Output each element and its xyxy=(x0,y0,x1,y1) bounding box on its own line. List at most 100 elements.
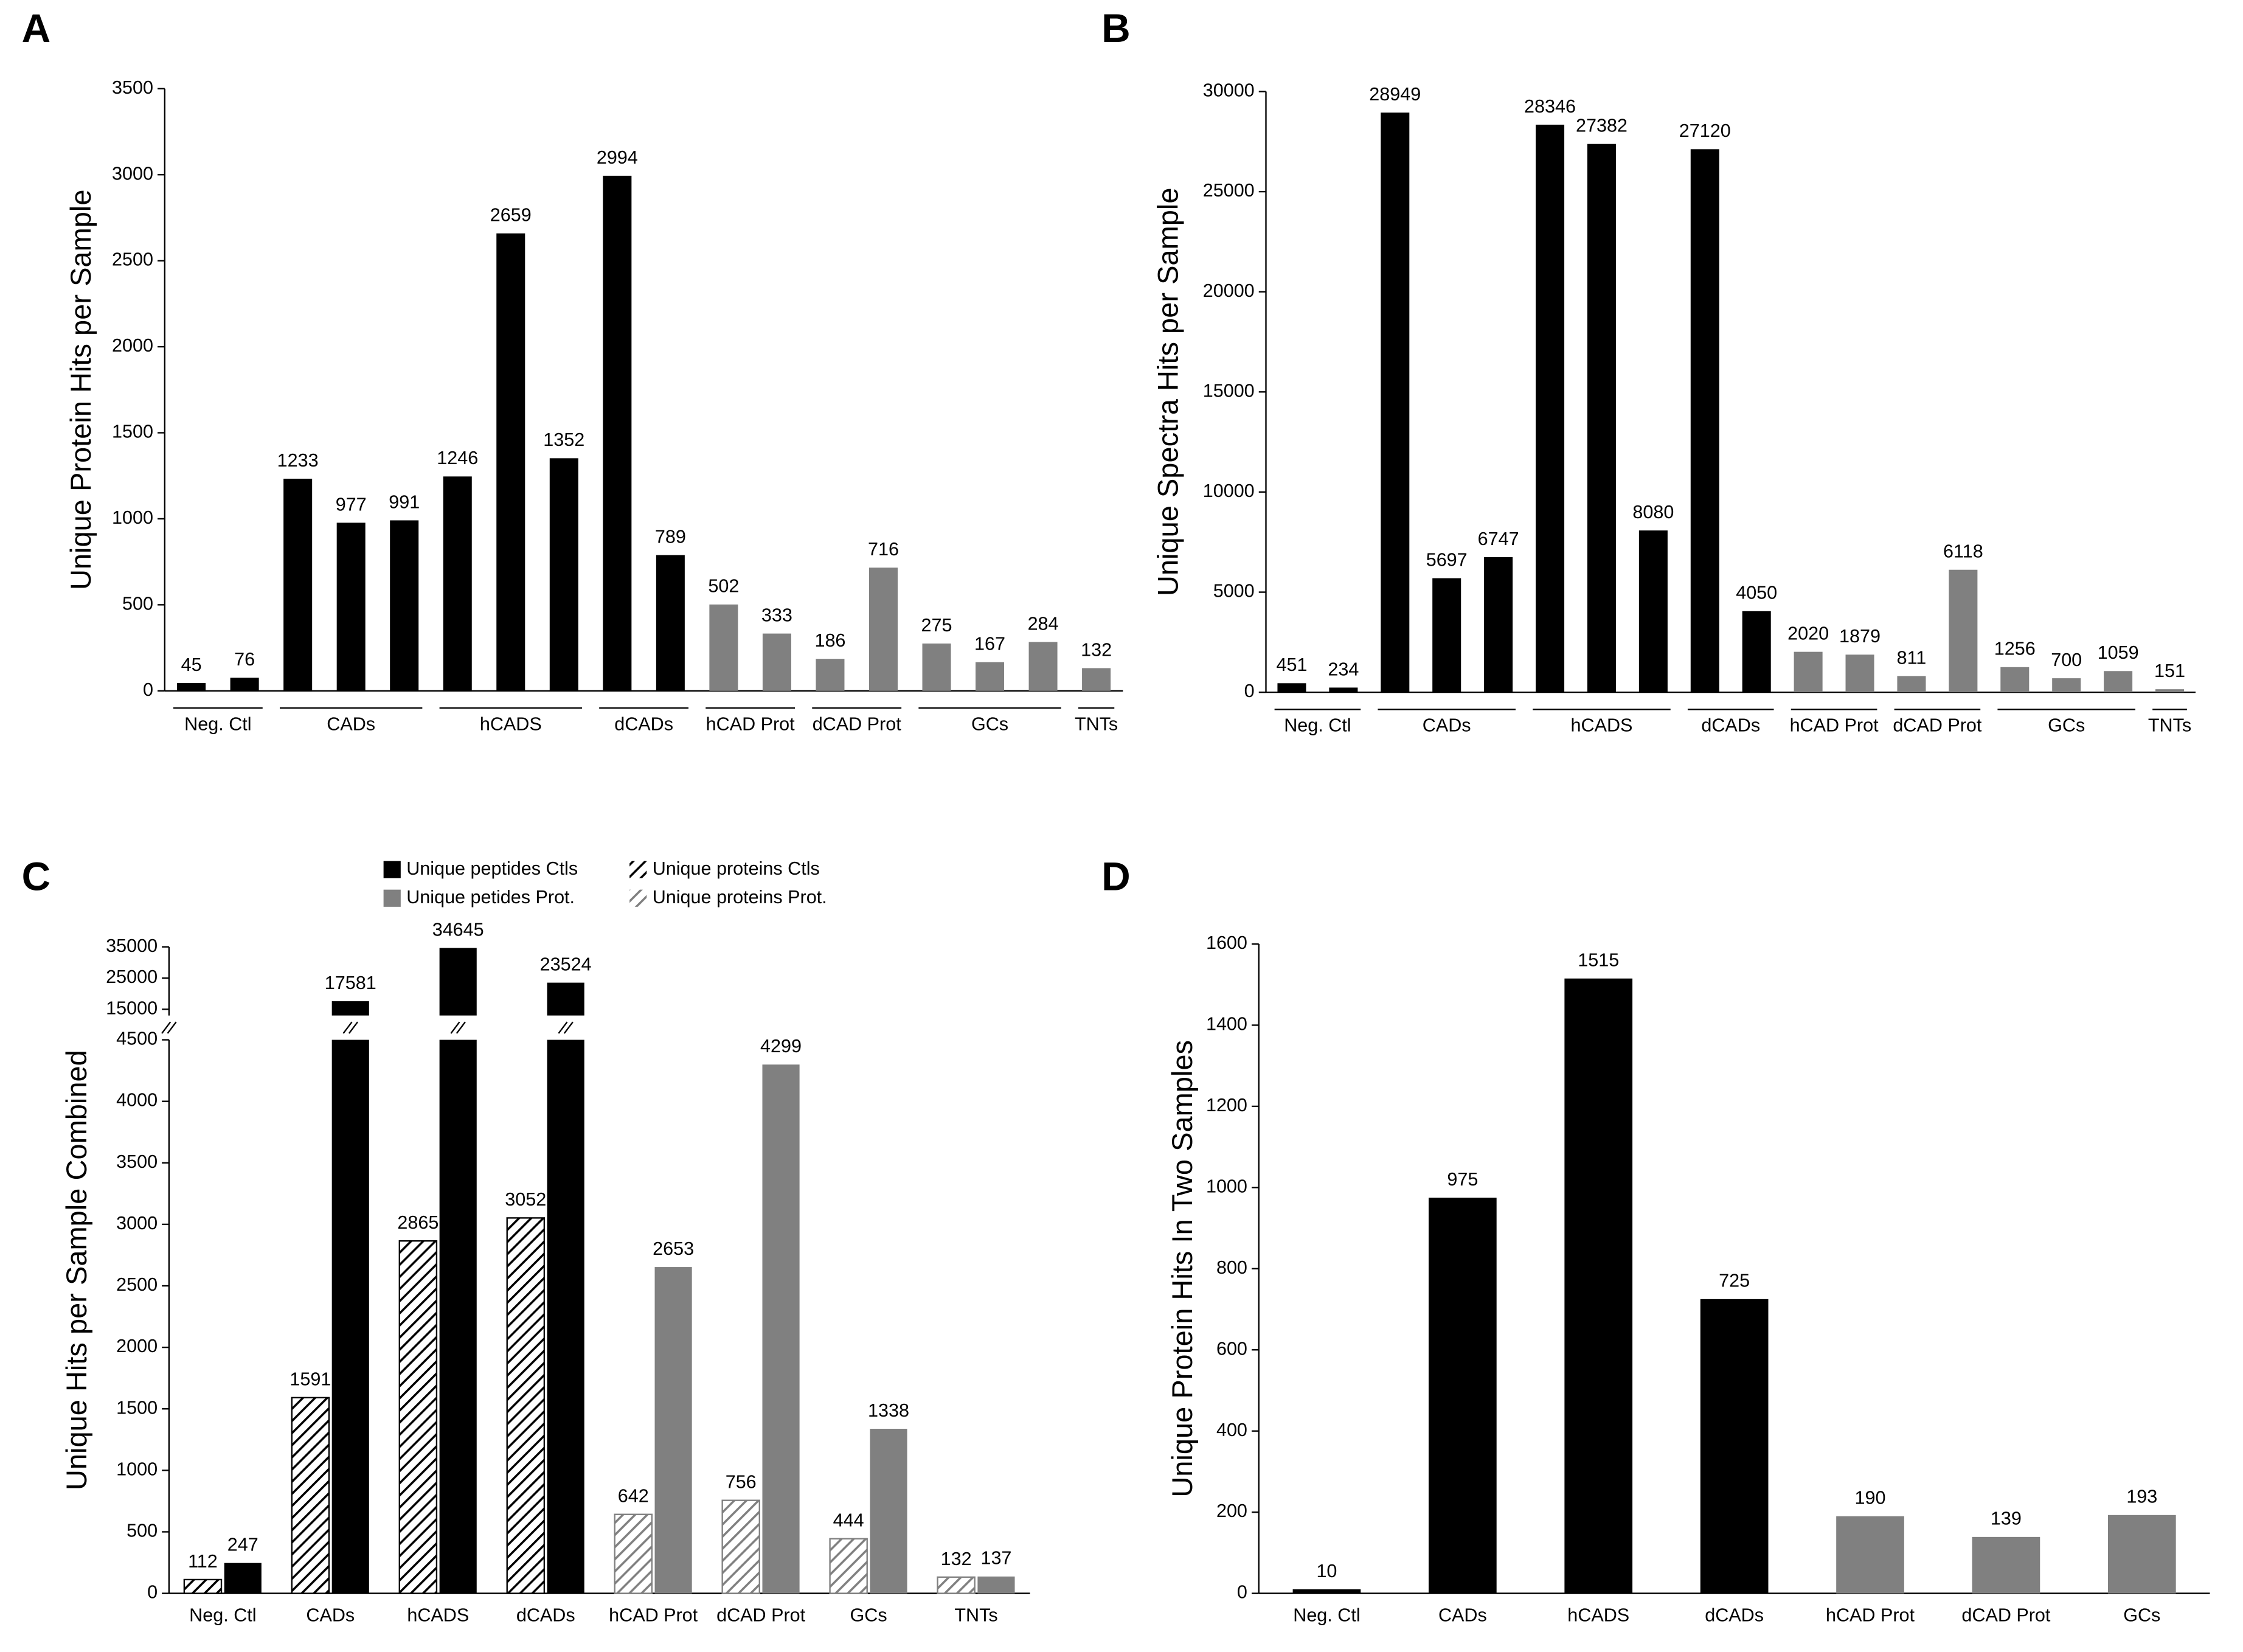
value-label: 6747 xyxy=(1478,529,1519,549)
break-mark xyxy=(348,1021,358,1034)
bar xyxy=(709,604,738,691)
value-label: 8080 xyxy=(1632,502,1674,522)
x-tick-label: dCADs xyxy=(1705,1605,1764,1625)
y-tick-label: 4000 xyxy=(116,1090,158,1111)
bar xyxy=(1700,1299,1769,1594)
value-label: 1233 xyxy=(277,450,319,471)
y-tick-label: 5000 xyxy=(1213,581,1255,602)
bar xyxy=(1836,1516,1904,1594)
value-label: 27120 xyxy=(1679,120,1731,141)
value-label: 151 xyxy=(2154,661,2185,681)
y-axis-title: Unique Protein Hits In Two Samples xyxy=(1166,1040,1198,1498)
legend-swatch xyxy=(629,861,647,878)
value-label: 76 xyxy=(234,649,255,670)
y-axis-title: Unique Hits per Sample Combined xyxy=(60,1050,92,1490)
value-label: 167 xyxy=(974,633,1005,654)
value-label: 10 xyxy=(1316,1561,1337,1581)
value-label: 444 xyxy=(833,1510,864,1531)
y-tick-label: 15000 xyxy=(1203,380,1255,401)
value-label: 247 xyxy=(227,1534,258,1555)
x-tick-label: hCADS xyxy=(407,1605,469,1625)
bar xyxy=(1536,124,1565,693)
value-label: 275 xyxy=(921,615,952,636)
y-tick-label: 0 xyxy=(143,679,153,700)
y-tick-label: 3000 xyxy=(116,1213,158,1234)
x-tick-label: hCAD Prot xyxy=(1826,1605,1915,1625)
y-tick-label: 2000 xyxy=(112,335,153,356)
bar xyxy=(2155,689,2185,693)
x-tick-label: dCAD Prot xyxy=(1961,1605,2051,1625)
bar xyxy=(336,522,366,691)
bar xyxy=(976,662,1005,691)
break-mark xyxy=(450,1021,460,1034)
bar xyxy=(614,1513,653,1594)
bar xyxy=(868,567,898,691)
bar xyxy=(183,1578,223,1594)
value-label: 23524 xyxy=(540,954,592,974)
value-label: 1059 xyxy=(2098,642,2139,663)
y-tick-label: 25000 xyxy=(106,967,158,987)
bar-lower xyxy=(547,1039,584,1594)
bar xyxy=(721,1499,760,1594)
bar xyxy=(1845,654,1874,693)
x-tick-label: hCAD Prot xyxy=(609,1605,698,1625)
group-label: CADs xyxy=(1423,715,1471,736)
bar xyxy=(922,643,951,691)
bar xyxy=(2000,667,2030,693)
value-label: 4050 xyxy=(1736,583,1777,603)
bar xyxy=(1484,557,1513,693)
value-label: 451 xyxy=(1276,654,1307,675)
bar xyxy=(177,683,206,691)
bar xyxy=(870,1429,907,1594)
value-label: 2020 xyxy=(1787,623,1829,644)
y-tick-label: 1000 xyxy=(116,1459,158,1479)
bar xyxy=(937,1576,976,1594)
y-tick-label: 3500 xyxy=(112,77,153,98)
value-label: 642 xyxy=(618,1486,649,1507)
bar xyxy=(2107,1515,2176,1594)
y-tick-label: 600 xyxy=(1216,1338,1247,1359)
value-label: 2994 xyxy=(597,147,638,168)
bar xyxy=(496,233,525,691)
x-tick-label: CADs xyxy=(1438,1605,1487,1625)
bar xyxy=(1638,530,1668,693)
value-label: 1879 xyxy=(1839,626,1881,647)
panel-label: C xyxy=(22,854,51,899)
y-tick-label: 0 xyxy=(147,1582,158,1603)
y-tick-label: 500 xyxy=(127,1521,158,1541)
panel-label: B xyxy=(1101,5,1131,50)
legend-swatch xyxy=(629,889,647,907)
x-tick-label: CADs xyxy=(306,1605,355,1625)
group-label: TNTs xyxy=(1075,713,1118,734)
panel-label: D xyxy=(1101,854,1131,899)
break-mark xyxy=(161,1021,172,1034)
value-label: 991 xyxy=(389,491,420,512)
y-tick-label: 500 xyxy=(122,593,153,614)
value-label: 132 xyxy=(1081,639,1112,660)
bar xyxy=(2104,671,2133,693)
value-label: 1338 xyxy=(868,1400,909,1421)
bar xyxy=(1381,113,1410,693)
y-tick-label: 1200 xyxy=(1206,1095,1247,1116)
group-label: CADs xyxy=(327,713,375,734)
value-label: 45 xyxy=(181,654,202,675)
value-label: 193 xyxy=(2126,1487,2157,1507)
y-axis-title: Unique Spectra Hits per Sample xyxy=(1151,188,1184,597)
bar xyxy=(1690,149,1719,693)
value-label: 139 xyxy=(1991,1508,2022,1529)
value-label: 700 xyxy=(2051,650,2082,670)
value-label: 789 xyxy=(655,526,686,547)
x-tick-label: Neg. Ctl xyxy=(189,1605,256,1625)
break-mark xyxy=(563,1021,574,1034)
panel-label: A xyxy=(22,5,51,50)
break-mark xyxy=(558,1021,568,1034)
value-label: 1352 xyxy=(543,429,584,450)
y-tick-label: 30000 xyxy=(1203,80,1255,101)
group-label: hCADS xyxy=(480,713,542,734)
bar xyxy=(283,479,313,691)
y-tick-label: 1600 xyxy=(1206,932,1247,953)
x-tick-label: dCADs xyxy=(516,1605,575,1625)
